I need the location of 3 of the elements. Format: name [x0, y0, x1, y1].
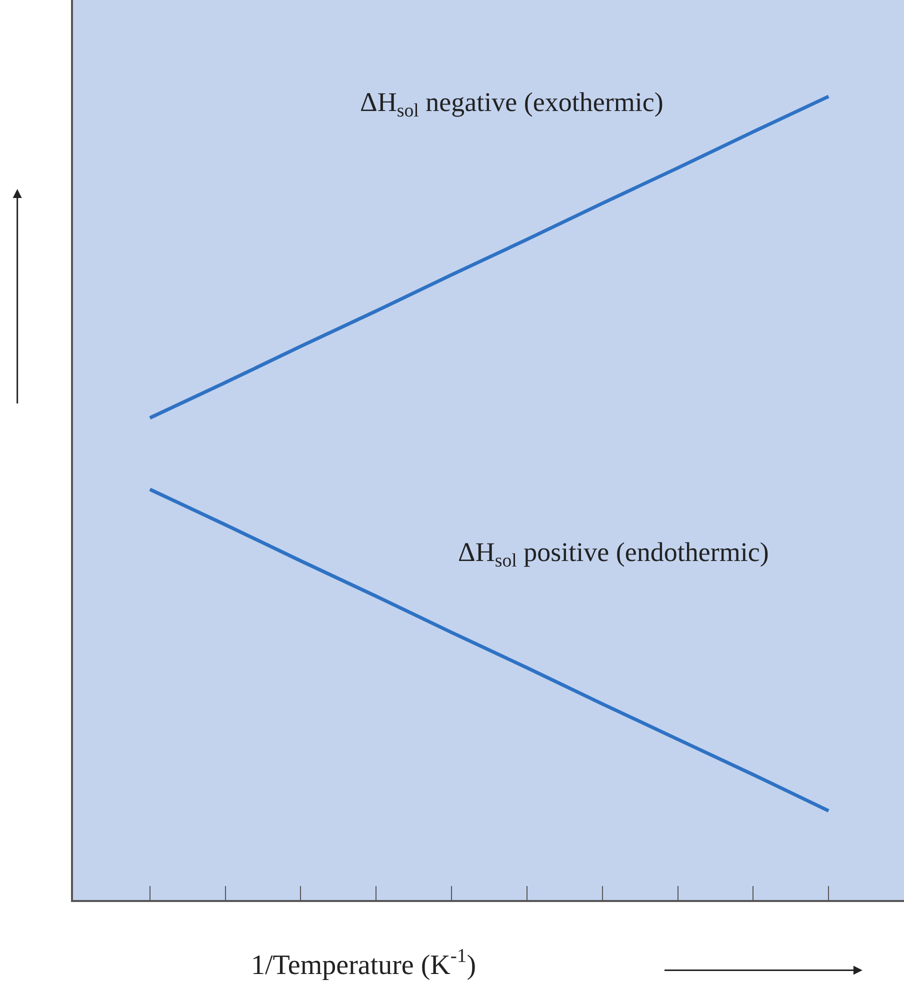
x-axis-title: 1/Temperature (K$^{-1}$) — [251, 946, 476, 981]
annotation: ΔH$_{sol}$ positive (endothermic) — [458, 537, 769, 572]
annotation: ΔH$_{sol}$ negative (exothermic) — [360, 87, 664, 122]
